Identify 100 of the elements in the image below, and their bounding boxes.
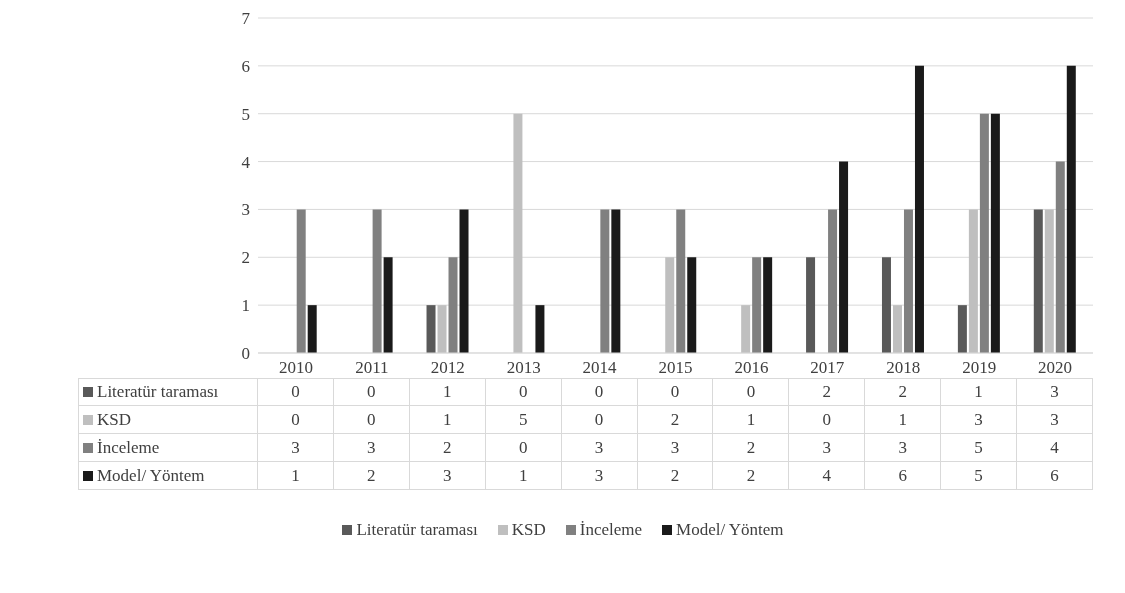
legend-label: KSD xyxy=(511,520,546,540)
bar xyxy=(914,65,924,353)
bar xyxy=(741,305,751,353)
bar xyxy=(752,257,762,353)
data-label: 2 xyxy=(409,434,486,462)
bar xyxy=(611,209,621,353)
x-tick-label: 2011 xyxy=(355,358,389,378)
y-tick-label: 3 xyxy=(241,200,250,220)
x-tick-label: 2015 xyxy=(658,358,693,378)
data-label: 1 xyxy=(258,462,334,490)
data-label: 4 xyxy=(1017,434,1093,462)
data-label: 2 xyxy=(789,378,866,406)
data-label: 0 xyxy=(789,406,866,434)
text: KSD xyxy=(97,409,132,429)
y-tick-label: 2 xyxy=(241,248,250,268)
data-label: 3 xyxy=(789,434,866,462)
bar xyxy=(687,257,697,353)
y-tick-label: 7 xyxy=(241,9,251,29)
data-label: 1 xyxy=(713,406,790,434)
bar xyxy=(1044,209,1054,353)
legend-label: Model/ Yöntem xyxy=(97,465,205,486)
bar xyxy=(535,305,545,353)
y-tick-label: 6 xyxy=(241,56,250,76)
bar xyxy=(383,257,393,353)
bar xyxy=(676,209,686,353)
data-label: 4 xyxy=(789,462,866,490)
data-label: 3 xyxy=(409,462,486,490)
bar xyxy=(665,257,675,353)
y-tick-label: 5 xyxy=(241,104,250,124)
bar xyxy=(1066,65,1076,353)
y-tick-label: 0 xyxy=(241,344,250,364)
data-label: 0 xyxy=(561,378,638,406)
data-label: 5 xyxy=(941,434,1018,462)
data-label: 1 xyxy=(409,378,486,406)
bar xyxy=(600,209,610,353)
bar xyxy=(968,209,978,353)
bar xyxy=(1033,209,1043,353)
data-label: 0 xyxy=(333,378,410,406)
x-tick-label: 2010 xyxy=(278,358,313,378)
bar xyxy=(957,305,967,353)
data-label: 3 xyxy=(561,462,638,490)
x-tick-label: 2012 xyxy=(430,358,465,378)
data-label: 2 xyxy=(333,462,410,490)
data-label: 3 xyxy=(1017,378,1093,406)
text: İnceleme xyxy=(579,520,643,539)
data-label: 0 xyxy=(485,434,562,462)
bar xyxy=(903,209,913,353)
data-label: 0 xyxy=(258,378,334,406)
y-tick-label: 4 xyxy=(241,152,251,172)
x-tick-label: 2020 xyxy=(1038,358,1073,378)
bar xyxy=(459,209,469,353)
data-label: 1 xyxy=(485,462,562,490)
x-tick-label: 2016 xyxy=(734,358,769,378)
bar xyxy=(1055,161,1065,353)
data-label: 0 xyxy=(258,406,334,434)
bar xyxy=(513,113,523,353)
bar xyxy=(296,209,306,353)
bar xyxy=(372,209,382,353)
bar xyxy=(881,257,891,353)
x-tick-label: 2018 xyxy=(886,358,921,378)
data-label: 0 xyxy=(637,378,714,406)
data-label: 2 xyxy=(865,378,942,406)
bar xyxy=(828,209,838,353)
x-tick-label: 2014 xyxy=(582,358,618,378)
x-tick-label: 2019 xyxy=(962,358,997,378)
data-label: 1 xyxy=(865,406,942,434)
bar xyxy=(437,305,447,353)
data-label: 1 xyxy=(409,406,486,434)
data-label: 3 xyxy=(258,434,334,462)
y-tick-label: 1 xyxy=(241,296,250,316)
data-label: 6 xyxy=(1017,462,1093,490)
data-label: 3 xyxy=(865,434,942,462)
x-tick-label: 2013 xyxy=(506,358,541,378)
x-tick-label: 2017 xyxy=(810,358,845,378)
data-label: 0 xyxy=(485,378,562,406)
data-label: 0 xyxy=(561,406,638,434)
data-label: 5 xyxy=(485,406,562,434)
bar xyxy=(448,257,458,353)
bar xyxy=(763,257,773,353)
legend-label: Literatür taraması xyxy=(356,520,478,540)
data-label: 2 xyxy=(637,462,714,490)
bar xyxy=(839,161,849,353)
bar xyxy=(979,113,989,353)
text: Model/ Yöntem xyxy=(676,520,784,539)
data-label: 0 xyxy=(333,406,410,434)
bar xyxy=(892,305,902,353)
data-label: 3 xyxy=(941,406,1018,434)
data-label: 3 xyxy=(561,434,638,462)
bar xyxy=(990,113,1000,353)
bar xyxy=(307,305,317,353)
data-label: 3 xyxy=(1017,406,1093,434)
bar xyxy=(426,305,436,353)
text: Literatür taraması xyxy=(97,382,219,401)
data-label: 0 xyxy=(713,378,790,406)
data-label: 3 xyxy=(637,434,714,462)
data-label: 2 xyxy=(637,406,714,434)
data-label: 5 xyxy=(941,462,1018,490)
data-label: 2 xyxy=(713,434,790,462)
legend-label: İnceleme xyxy=(97,437,160,458)
data-label: 6 xyxy=(865,462,942,490)
